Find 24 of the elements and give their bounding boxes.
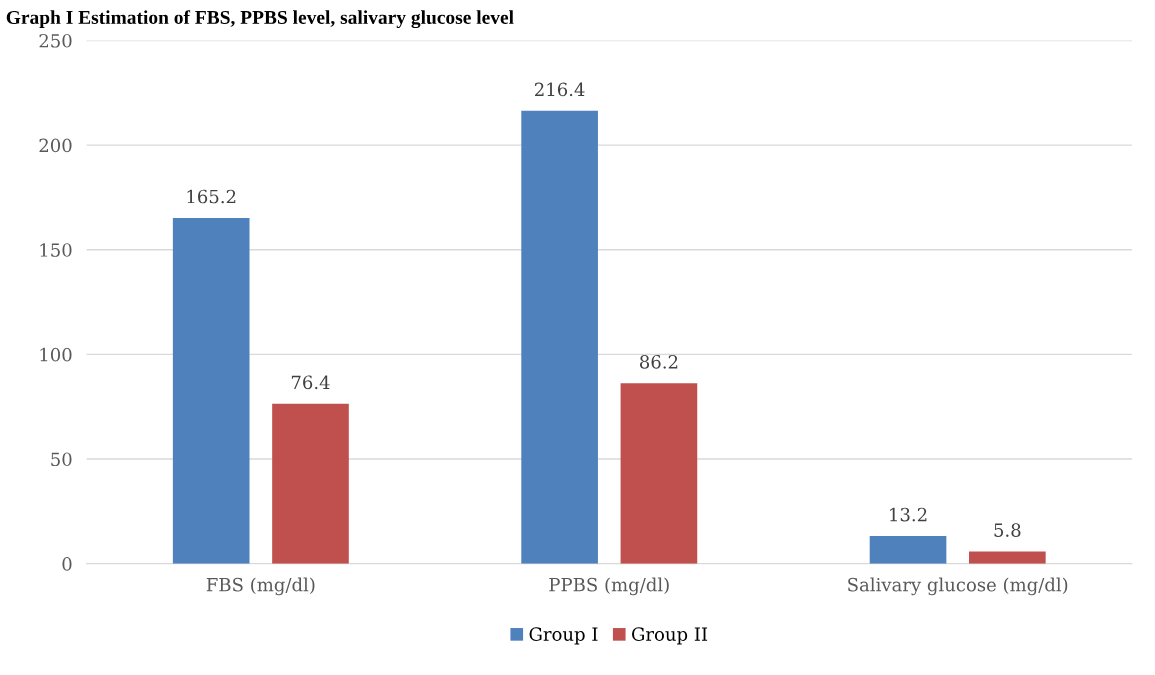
y-tick-label: 0	[62, 557, 72, 571]
x-tick-label: Salivary glucose (mg/dl)	[848, 577, 1068, 596]
y-tick-label: 200	[39, 138, 72, 153]
legend-label: Group II	[631, 627, 708, 645]
legend-label: Group I	[529, 627, 598, 645]
chart-title: Graph I Estimation of FBS, PPBS level, salivary glucose level	[6, 10, 514, 29]
y-tick-label: 50	[51, 452, 72, 467]
x-tick-label: FBS (mg/dl)	[206, 577, 315, 596]
data-label: 13.2	[890, 507, 927, 522]
bar	[869, 536, 947, 564]
bar	[172, 217, 250, 564]
y-tick-label: 150	[40, 243, 72, 257]
x-tick-label: PPBS (mg/dl)	[549, 577, 669, 596]
data-label: 165.2	[187, 189, 236, 204]
data-label: 86.2	[640, 354, 678, 369]
y-tick-label: 100	[40, 347, 72, 362]
bar	[272, 403, 349, 564]
y-tick-label: 250	[39, 33, 72, 48]
data-label: 5.8	[994, 523, 1021, 537]
data-label: 216.4	[534, 82, 585, 97]
bar	[521, 110, 598, 564]
data-label: 76.4	[291, 375, 330, 390]
bar	[620, 383, 698, 564]
bar	[969, 551, 1046, 564]
